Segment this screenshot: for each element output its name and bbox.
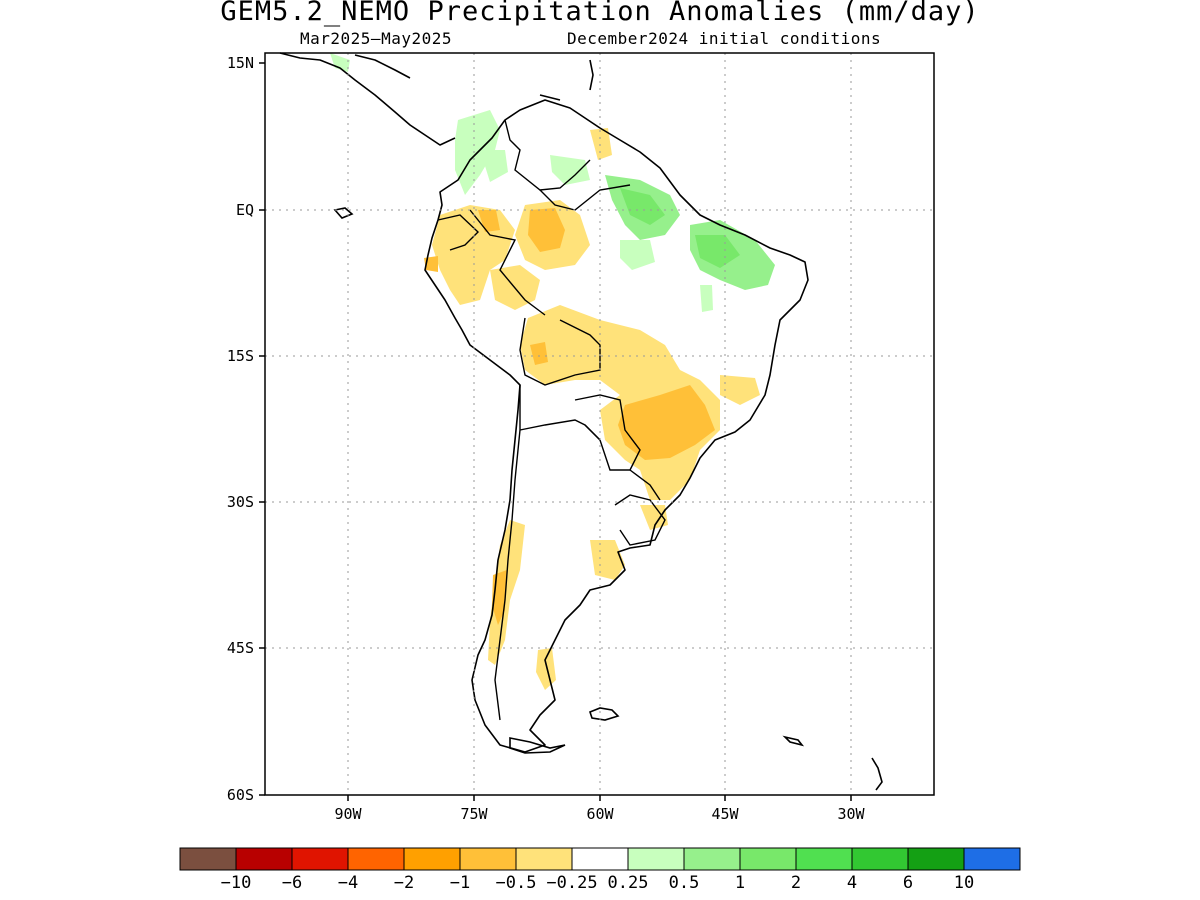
anomaly-river-plate-dry [640,505,668,530]
central-america-coastline [279,52,456,146]
coastline-layer [279,52,809,753]
tick-marks [259,62,852,801]
colorbar-swatch [963,847,1021,871]
colorbar-label: −4 [338,873,358,893]
colorbar-swatch [291,847,349,871]
initial-conditions: December2024 initial conditions [567,29,882,48]
colorbar-swatch [571,847,629,871]
tierra-del-fuego [509,737,566,754]
anomaly-maranhao-wet [695,235,740,268]
south-sandwich [871,757,883,791]
border-argentina-chile [494,385,521,721]
borders-layer [437,119,666,721]
colorbar-label: 4 [847,873,857,893]
colorbar-swatch [515,847,573,871]
falkland-islands [589,707,620,721]
anomaly-patagonia-dry [590,540,625,580]
lon-tick-label: 90W [334,805,362,823]
colorbar-labels: −10 −6 −4 −2 −1 −0.5 −0.25 0.25 0.5 1 2 4 6 10 [221,873,975,893]
border-uruguay [614,494,666,546]
forecast-period: Mar2025—May2025 [300,29,452,48]
colorbar-swatch [851,847,909,871]
colorbar-swatch [683,847,741,871]
anomaly-para-wet [620,240,655,270]
colorbar-label: 0.25 [608,873,649,893]
border-ecuador-peru [437,214,480,251]
lat-tick-label: 15N [227,54,254,72]
south-america-coastline [424,99,809,753]
anomaly-rondonia-wet [700,285,713,312]
colorbar [179,847,1021,871]
colorbar-label: 6 [903,873,913,893]
colorbar-swatch [403,847,461,871]
colorbar-swatch [235,847,293,871]
anomaly-east-coast-dry [720,375,760,405]
colorbar-swatch [627,847,685,871]
anomaly-chile-dry [488,520,525,665]
colorbar-swatch [459,847,517,871]
border-paraguay [574,394,641,471]
anomaly-southeast-brazil-dry [618,385,715,460]
border-brazil-south [629,469,661,501]
colorbar-label: 2 [791,873,801,893]
colorbar-label: −6 [282,873,302,893]
colorbar-swatch [907,847,965,871]
anomaly-amazon-core-dry [528,208,565,252]
anomaly-orinoco-wet [480,150,508,182]
lat-tick-label: EQ [236,201,254,219]
south-georgia [782,735,805,747]
lon-tick-label: 45W [711,805,739,823]
colorbar-label: −1 [450,873,470,893]
islands-layer [333,207,883,791]
anomaly-southern-andes-dry [536,648,556,690]
lat-tick-label: 30S [227,493,254,511]
colorbar-label: 10 [954,873,974,893]
anomaly-mato-grosso-dry [530,342,548,365]
map-grid [265,53,934,795]
colorbar-swatch [795,847,853,871]
anomaly-guiana-dry [590,128,612,160]
colorbar-label: −2 [394,873,414,893]
lon-tick-label: 60W [586,805,614,823]
lat-tick-label: 60S [227,786,254,804]
lon-tick-label: 75W [460,805,488,823]
lat-tick-label: 15S [227,347,254,365]
colorbar-label: −0.25 [546,873,597,893]
colorbar-swatch [347,847,405,871]
anomaly-venezuela-wet [550,155,590,185]
colorbar-swatch [179,847,237,871]
lat-tick-label: 45S [227,639,254,657]
colorbar-swatch [739,847,797,871]
border-argentina-north [519,419,601,441]
anomaly-layer [330,53,775,690]
anomaly-central-america-wet [330,53,350,72]
colorbar-label: −10 [221,873,252,893]
border-peru-brazil [469,209,546,316]
caribbean-islands [354,54,594,101]
colorbar-label: −0.5 [496,873,537,893]
anomaly-amazon-mouth-core-wet [620,188,665,225]
colorbar-label: 1 [735,873,745,893]
border-colombia-venezuela [504,119,591,191]
map-title: GEM5.2_NEMO Precipitation Anomalies (mm/… [220,0,980,27]
border-bolivia [519,317,601,386]
colorbar-label: 0.5 [669,873,700,893]
lon-tick-label: 30W [837,805,865,823]
galapagos-islands [333,207,354,219]
